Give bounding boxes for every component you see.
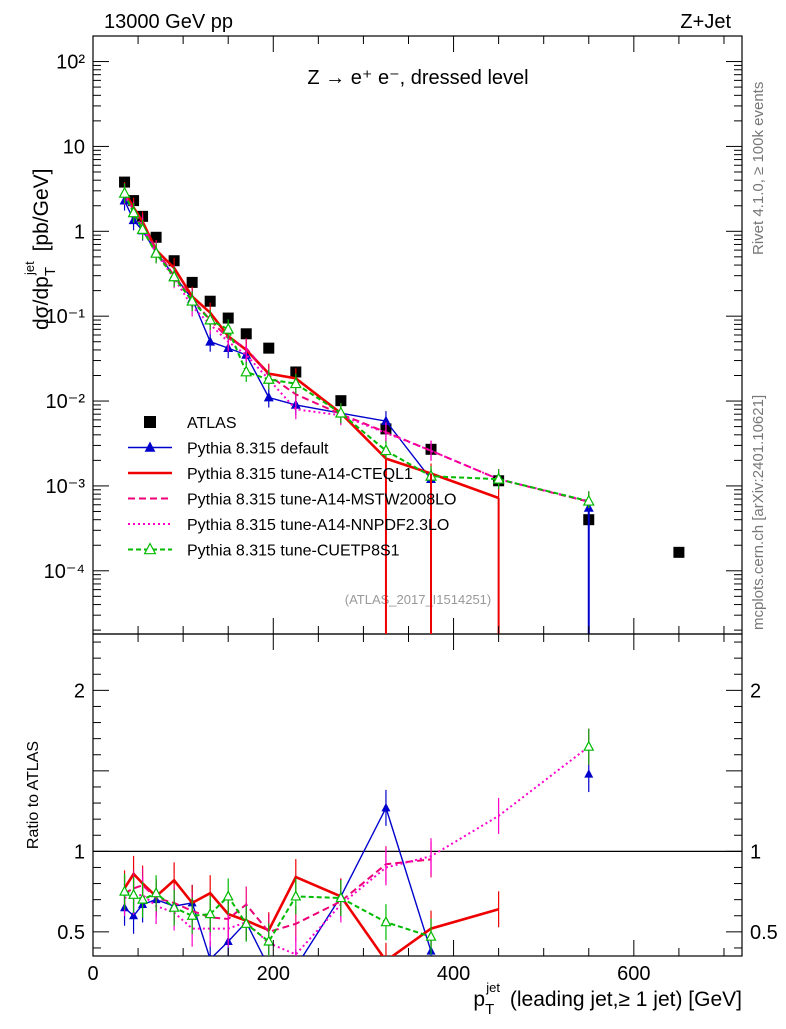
marker-cuetp — [289, 376, 302, 389]
axes-layer: 10⁻⁴ 10⁻³ 10⁻² 10⁻¹ 1 10 10² 0 200 400 600 0.5 0.5 1 1… — [44, 35, 778, 985]
legend-label-default: Pythia 8.315 default — [187, 441, 329, 458]
marker-cuetp — [136, 222, 149, 234]
y-tick-label: 1 — [74, 221, 85, 243]
ratio-marker-cuetp — [425, 930, 437, 941]
ratio-y-tick-label-right: 0.5 — [750, 922, 778, 944]
x-tick-label: 600 — [617, 963, 650, 985]
ratio-marker-cuetp — [204, 907, 216, 919]
ratio-marker-cuetp — [335, 891, 347, 903]
ratio-marker-cuetp — [290, 890, 302, 901]
ratio-y-tick-label-right: 2 — [750, 680, 761, 702]
ratio-y-tick-label: 0.5 — [57, 922, 85, 944]
data-point-atlas — [150, 231, 162, 243]
legend-label-cteq: Pythia 8.315 tune-A14-CTEQL1 — [187, 466, 413, 483]
legend-marker-cuetp — [143, 542, 157, 555]
legend-label-nnpdf: Pythia 8.315 tune-A14-NNPDF2.3LO — [187, 517, 449, 534]
data-point-atlas — [673, 546, 685, 558]
x-tick-label: 400 — [437, 963, 470, 985]
ratio-marker-default — [129, 910, 139, 920]
ratio-plot-layer — [93, 728, 742, 971]
ratio-line-nnpdf — [124, 745, 590, 956]
data-point-atlas — [240, 328, 252, 340]
analysis-label: (ATLAS_2017_I1514251) — [345, 592, 491, 607]
marker-cuetp — [168, 270, 181, 282]
ratio-marker-default — [584, 769, 594, 778]
legend-marker-default — [144, 441, 156, 452]
marker-default — [263, 392, 274, 402]
marker-cuetp — [118, 186, 131, 198]
data-point-atlas — [222, 312, 234, 324]
ratio-marker-cuetp — [128, 888, 140, 899]
ratio-panel-frame — [92, 633, 743, 957]
main-plot-layer — [118, 176, 685, 634]
plot-title: Z → e⁺ e⁻, dressed level — [307, 67, 528, 89]
marker-cuetp — [240, 365, 253, 377]
legend-label-mstw: Pythia 8.315 tune-A14-MSTW2008LO — [187, 492, 456, 509]
rivet-label: Rivet 4.1.0, ≥ 100k events — [750, 82, 767, 255]
x-tick-label: 200 — [257, 963, 290, 985]
marker-cuetp — [380, 443, 392, 456]
ratio-marker-cuetp — [119, 885, 131, 896]
data-point-atlas — [186, 276, 198, 288]
ratio-marker-cuetp — [380, 915, 392, 927]
legend-label-cuetp: Pythia 8.315 tune-CUETP8S1 — [187, 543, 400, 560]
y-tick-label: 10⁻¹ — [46, 306, 86, 328]
data-point-atlas — [204, 295, 216, 307]
legend-swatch-data — [144, 416, 156, 428]
marker-cuetp — [492, 472, 505, 484]
ratio-marker-default — [381, 802, 391, 812]
x-axis-title: pTjet (leading jet,≥ 1 jet) [GeV] — [473, 980, 742, 1018]
ratio-marker-default — [209, 954, 212, 956]
ratio-y-tick-label: 2 — [74, 680, 85, 702]
ratio-marker-cuetp — [583, 740, 595, 751]
marker-cuetp — [127, 206, 140, 218]
y-axis-title: dσ/dpTjet [pb/GeV] — [22, 169, 59, 330]
ratio-marker-cuetp — [263, 935, 275, 946]
marker-cuetp — [222, 322, 235, 334]
marker-cuetp — [262, 372, 275, 384]
ratio-marker-default — [291, 962, 300, 971]
ratio-y-tick-label-right: 1 — [750, 841, 761, 863]
ratio-line-default — [125, 774, 589, 967]
ratio-marker-cuetp — [150, 886, 162, 898]
data-point-atlas — [335, 395, 347, 407]
marker-default — [205, 336, 216, 346]
data-point-atlas — [263, 342, 275, 354]
energy-label: 13000 GeV pp — [104, 11, 233, 33]
y-tick-label: 10² — [56, 52, 85, 74]
legend-label-data: ATLAS — [187, 415, 237, 432]
series-line-cuetp — [123, 192, 590, 503]
ratio-line-cteq — [123, 871, 499, 956]
y-tick-label: 10⁻² — [46, 391, 86, 413]
ratio-marker-cuetp — [168, 901, 180, 912]
marker-cuetp — [150, 246, 163, 258]
marker-cuetp — [582, 494, 595, 506]
ratio-marker-cuetp — [222, 890, 234, 901]
process-label: Z+Jet — [680, 11, 731, 33]
ratio-y-tick-label: 1 — [74, 841, 85, 863]
y-tick-label: 10⁻⁴ — [44, 561, 85, 583]
marker-cuetp — [204, 313, 217, 325]
series-line-nnpdf — [123, 194, 590, 503]
marker-default — [381, 415, 391, 425]
ratio-marker-cuetp — [186, 909, 198, 920]
y-tick-label: 10⁻³ — [46, 476, 86, 498]
ratio-y-axis-title: Ratio to ATLAS — [25, 741, 42, 849]
legend: ATLAS Pythia 8.315 default Pythia 8.315 tu… — [128, 415, 456, 560]
x-tick-label: 0 — [87, 963, 98, 985]
marker-cuetp — [334, 406, 347, 418]
mcplots-label: mcplots.cern.ch [arXiv:2401.10621] — [750, 395, 767, 630]
marker-cuetp — [186, 294, 199, 306]
series-line-default — [125, 201, 589, 508]
ratio-marker-cuetp — [240, 917, 252, 928]
y-tick-label: 10 — [63, 136, 85, 158]
ratio-marker-cuetp — [137, 893, 149, 904]
